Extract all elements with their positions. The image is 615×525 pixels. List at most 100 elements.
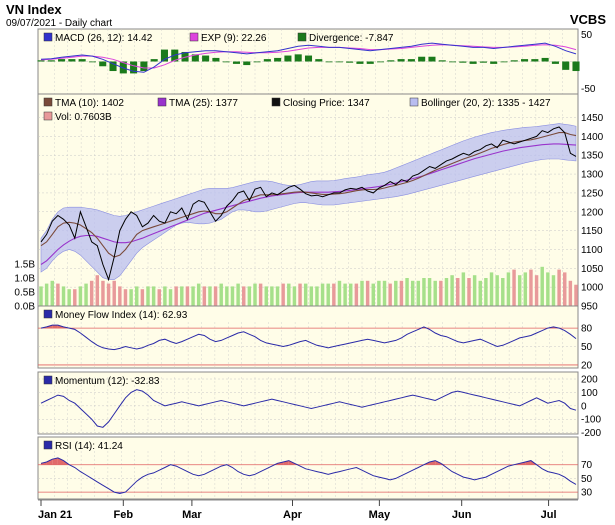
divergence-bar: [541, 57, 549, 62]
chart-subtitle: 09/07/2021 - Daily chart: [6, 18, 112, 29]
divergence-bar: [274, 57, 282, 62]
volume-bar: [112, 280, 116, 306]
volume-bar: [427, 278, 432, 306]
volume-bar: [44, 283, 49, 306]
macd-exp-line: [40, 44, 577, 69]
bollinger-swatch-icon: [409, 97, 419, 107]
volume-bar: [332, 283, 336, 306]
volume-bar: [315, 286, 319, 306]
divergence-bar: [387, 60, 395, 62]
divergence-bar: [99, 61, 107, 67]
divergence-bar: [191, 54, 199, 62]
volume-bar: [461, 272, 466, 306]
price-tick-label: 950: [581, 302, 598, 313]
divergence-bar: [428, 56, 436, 62]
volume-bar: [399, 280, 404, 306]
tma10-legend-label: TMA (10): 1402: [55, 98, 124, 109]
volume-bar: [349, 283, 353, 306]
divergence-bar: [479, 61, 487, 63]
divergence-bar: [119, 61, 127, 74]
volume-bar: [253, 283, 257, 306]
rsi-overbought-fill: [57, 457, 64, 465]
x-tick-label: Apr: [283, 509, 303, 521]
volume-tick-label: 0.5B: [14, 288, 35, 299]
volume-bar: [495, 275, 499, 306]
volume-bar: [275, 286, 280, 306]
divergence-bar: [150, 59, 158, 62]
volume-bar: [146, 286, 150, 306]
volume-bar: [450, 275, 454, 306]
source-label: VCBS: [570, 12, 606, 27]
divergence-bar: [335, 61, 343, 63]
divergence-bar: [47, 60, 55, 62]
volume-bar: [185, 286, 190, 306]
mfi-panel: Money Flow Index (14): 62.93 80 50 20: [37, 305, 593, 371]
mfi-overbought-fill: [52, 325, 58, 329]
divergence-bar: [551, 61, 559, 64]
volume-bar: [135, 286, 139, 306]
volume-bar: [444, 278, 449, 306]
momentum-legend-label: Momentum (12): -32.83: [55, 376, 160, 387]
exp-swatch-icon: [189, 32, 199, 42]
volume-bar: [174, 286, 178, 306]
rsi-line: [40, 457, 577, 495]
price-tick-label: 1300: [581, 170, 604, 181]
volume-bar: [478, 280, 482, 306]
volume-bar: [529, 269, 533, 306]
momentum-tick-label: -200: [581, 428, 601, 439]
divergence-bar: [263, 59, 271, 62]
x-tick-label: Feb: [114, 509, 134, 521]
volume-bar: [557, 269, 561, 306]
divergence-bar: [243, 61, 251, 66]
volume-bar: [168, 289, 173, 306]
rsi-panel: RSI (14): 41.24 70 50 30: [37, 436, 593, 500]
divergence-bar: [315, 59, 323, 62]
volume-bar: [258, 283, 263, 306]
divergence-bar: [459, 61, 467, 63]
volume-bar: [506, 272, 511, 306]
divergence-legend-label: Divergence: -7.847: [309, 33, 394, 44]
divergence-bar: [202, 55, 210, 62]
volume-bar: [388, 283, 392, 306]
volume-bar: [163, 286, 167, 306]
volume-bar: [89, 280, 94, 306]
momentum-tick-label: 200: [581, 375, 598, 386]
price-legend: TMA (10): 1402 TMA (25): 1377 Closing Pr…: [43, 97, 551, 123]
volume-bar: [377, 280, 381, 306]
mfi-tick-label: 80: [581, 324, 593, 335]
volume-bar: [467, 278, 471, 306]
volume-bar: [191, 286, 195, 306]
divergence-bar: [212, 57, 220, 62]
divergence-bar: [232, 61, 241, 64]
volume-bar: [574, 284, 578, 306]
macd-panel: MACD (26, 12): 14.42 EXP (9): 22.26 Dive…: [37, 28, 596, 95]
volume-bar: [78, 286, 83, 306]
price-tick-label: 1450: [581, 113, 604, 124]
volume-bar: [540, 266, 544, 306]
divergence-bar: [490, 61, 498, 64]
rsi-swatch-icon: [43, 440, 53, 450]
macd-line: [40, 42, 577, 73]
momentum-tick-label: -100: [581, 415, 601, 426]
chart-title: VN Index: [6, 2, 62, 17]
volume-bar: [365, 280, 370, 306]
rsi-tick-label: 50: [581, 474, 593, 485]
rsi-overbought-fill: [52, 457, 58, 465]
divergence-bar: [521, 59, 529, 62]
price-tick-label: 1350: [581, 151, 604, 162]
volume-bar: [484, 278, 488, 306]
volume-bar: [50, 280, 54, 306]
volume-bar: [512, 269, 516, 306]
volume-bar: [303, 283, 308, 306]
volume-bar: [157, 289, 161, 306]
volume-bar: [129, 289, 133, 306]
mfi-line: [40, 324, 577, 351]
divergence-bar: [325, 61, 333, 63]
closing-price-line: [40, 126, 577, 282]
momentum-tick-label: 0: [581, 401, 587, 412]
volume-bar: [534, 275, 539, 306]
divergence-bar: [469, 61, 477, 64]
price-tick-label: 1050: [581, 264, 604, 275]
momentum-panel-bg: [37, 371, 579, 435]
rsi-panel-bg: [37, 436, 579, 500]
